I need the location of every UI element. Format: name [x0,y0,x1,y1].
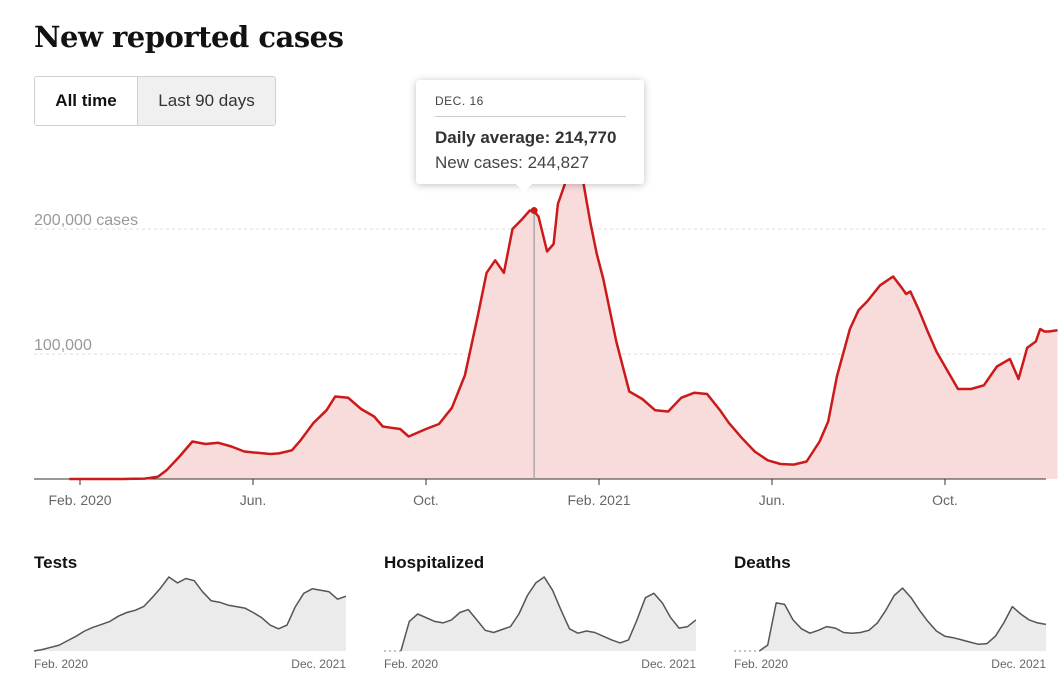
highlight-point [530,207,538,215]
x-tick-label: Jun. [759,492,785,508]
tests-panel[interactable]: Tests Feb. 2020 Dec. 2021 [34,553,346,673]
tests-start-label: Feb. 2020 [34,657,89,671]
sparkline-line [758,587,1046,652]
deaths-panel[interactable]: Deaths Feb. 2020 Dec. 2021 [734,553,1046,673]
tests-title: Tests [34,553,78,572]
hospitalized-end-label: Dec. 2021 [641,657,696,671]
sparkline-area [34,577,346,651]
sparkline-line [400,576,696,652]
deaths-sparkline [734,587,1046,652]
all-time-button[interactable]: All time [35,77,137,125]
tests-sparkline [34,576,346,652]
tooltip-daily-average: Daily average: 214,770 [435,128,617,147]
hospitalized-panel[interactable]: Hospitalized Feb. 2020 Dec. 2021 [384,553,696,673]
time-range-toggle: All time Last 90 days [34,76,276,126]
x-tick-label: Oct. [932,492,958,508]
deaths-start-label: Feb. 2020 [734,657,789,671]
chart-tooltip: DEC. 16 Daily average: 214,770 New cases… [416,80,644,192]
cases-area [69,160,1058,480]
y-tick-label: 200,000 cases [34,212,138,229]
hospitalized-title: Hospitalized [384,553,485,572]
cases-line [69,159,1058,481]
tooltip-new-cases: New cases: 244,827 [435,153,590,172]
hospitalized-start-label: Feb. 2020 [384,657,439,671]
tests-end-label: Dec. 2021 [291,657,346,671]
page-title: New reported cases [34,20,344,54]
hospitalized-sparkline [384,576,696,652]
x-tick-label: Feb. 2021 [567,492,630,508]
deaths-title: Deaths [734,553,791,572]
x-tick-label: Oct. [413,492,439,508]
sparkline-area [384,577,696,651]
sparkline-line [34,576,346,652]
x-tick-label: Feb. 2020 [48,492,111,508]
deaths-end-label: Dec. 2021 [991,657,1046,671]
x-tick-label: Jun. [240,492,266,508]
y-tick-label: 100,000 [34,337,92,354]
sparkline-area [734,588,1046,651]
new-cases-chart[interactable]: 200,000 cases 100,000 Feb. 2020 Jun. Oct. Feb… [0,0,1062,520]
tooltip-date: DEC. 16 [435,94,626,117]
tooltip-pointer [516,184,532,192]
last-90-days-button[interactable]: Last 90 days [137,77,275,125]
